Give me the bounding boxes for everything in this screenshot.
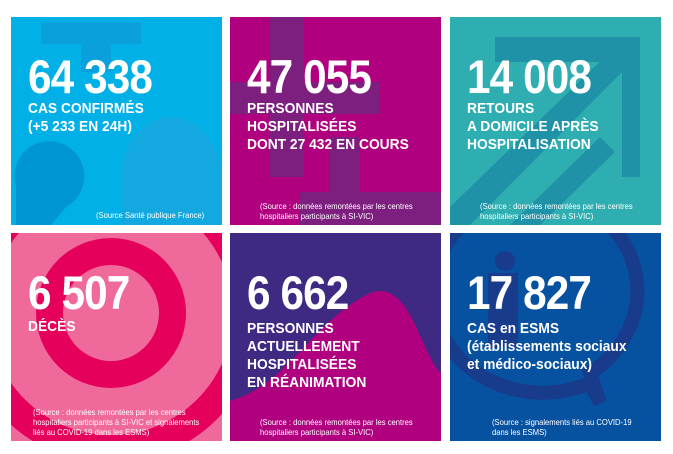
esms-cases-label: CAS en ESMS (établissements sociaux et m… — [467, 320, 627, 373]
icu-source: (Source : données remontées par les cent… — [260, 417, 413, 437]
info-bubble-background-icon — [450, 233, 645, 407]
hospitalized-label: PERSONNES HOSPITALISÉES DONT 27 432 EN C… — [247, 100, 409, 153]
deaths-number: 6 507 — [28, 266, 130, 319]
tile-icu: 6 662 PERSONNES ACTUELLEMENT HOSPITALISÉ… — [230, 233, 441, 441]
tile-confirmed-cases: 64 338 CAS CONFIRMÉS (+5 233 EN 24H) (So… — [11, 17, 222, 225]
confirmed-cases-number: 64 338 — [28, 50, 153, 103]
numbers-background-icon — [14, 22, 221, 225]
confirmed-cases-label: CAS CONFIRMÉS (+5 233 EN 24H) — [28, 100, 144, 135]
hospitalized-source: (Source : données remontées par les cent… — [260, 201, 413, 221]
icu-label: PERSONNES ACTUELLEMENT HOSPITALISÉES EN … — [247, 320, 367, 391]
tile-deaths: 6 507 DÉCÈS (Source : données remontées … — [11, 233, 222, 441]
returned-home-source: (Source : données remontées par les cent… — [480, 201, 633, 221]
returned-home-number: 14 008 — [467, 50, 592, 103]
target-background-icon — [11, 233, 222, 441]
tile-esms-cases: 17 827 CAS en ESMS (établissements socia… — [450, 233, 661, 441]
esms-cases-number: 17 827 — [467, 266, 592, 319]
arrow-background-icon — [450, 37, 640, 225]
confirmed-cases-source: (Source Santé publique France) — [96, 210, 205, 220]
hospitalized-number: 47 055 — [247, 50, 372, 103]
icu-number: 6 662 — [247, 266, 349, 319]
tile-hospitalized: 47 055 PERSONNES HOSPITALISÉES DONT 27 4… — [230, 17, 441, 225]
wave-background-icon — [230, 291, 441, 441]
returned-home-label: RETOURS A DOMICILE APRÈS HOSPITALISATION — [467, 100, 599, 153]
tile-returned-home: 14 008 RETOURS A DOMICILE APRÈS HOSPITAL… — [450, 17, 661, 225]
esms-cases-source: (Source : signalements liés au COVID-19 … — [492, 417, 632, 437]
deaths-source: (Source : données remontées par les cent… — [33, 407, 200, 437]
cross-background-icon — [230, 17, 441, 225]
deaths-label: DÉCÈS — [28, 318, 76, 335]
